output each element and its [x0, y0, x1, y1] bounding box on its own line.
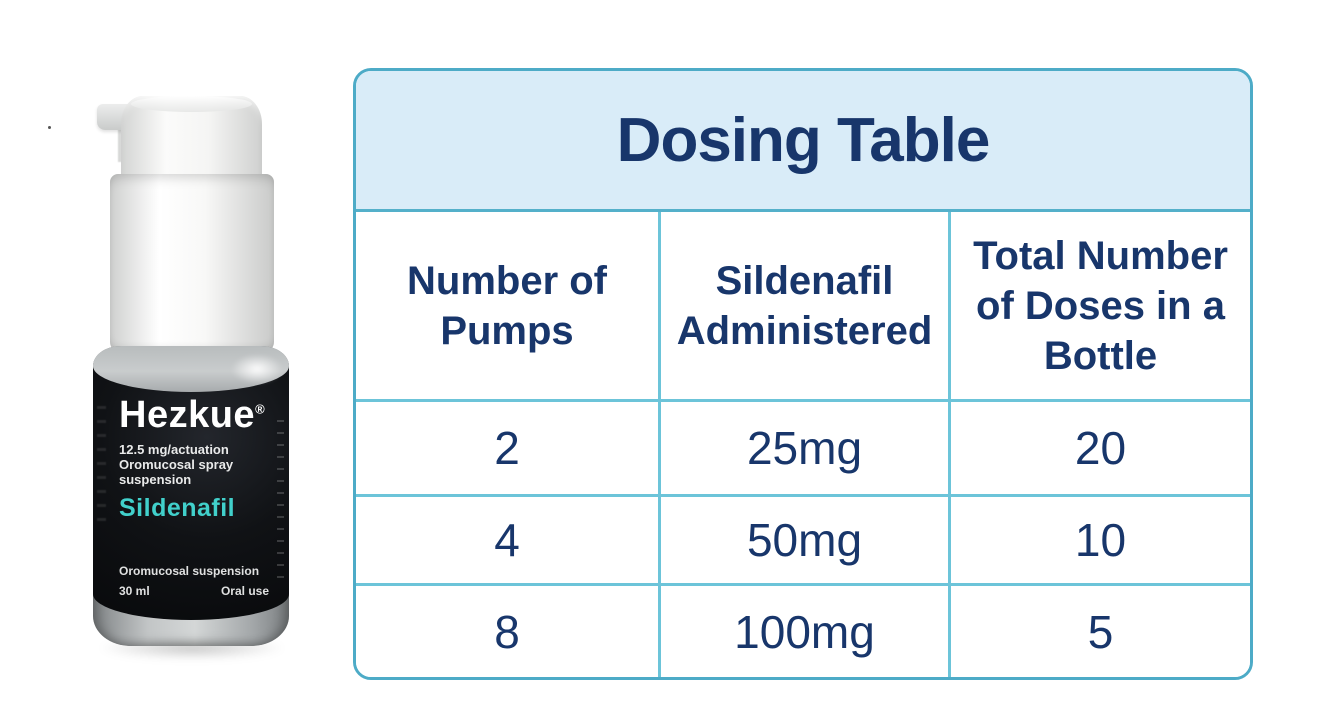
label-side-marks [97, 406, 106, 526]
dosing-table-title: Dosing Table [356, 71, 1250, 212]
cell-row2-total: 10 [948, 494, 1250, 583]
pump-collar [110, 174, 274, 352]
cell-row2-dose: 50mg [658, 494, 948, 583]
route-text: Oral use [220, 584, 269, 598]
pump-head-rim [131, 96, 252, 112]
strength-line-3: suspension [119, 472, 192, 487]
registered-trademark-symbol: ® [255, 401, 266, 417]
drug-name: Sildenafil [119, 494, 236, 522]
strength-line-2: Oromucosal spray [119, 457, 234, 472]
bottle-shadow [98, 636, 286, 660]
dosing-table-grid: Number of Pumps Sildenafil Administered … [356, 212, 1250, 677]
cell-row1-dose: 25mg [658, 399, 948, 494]
label-graduation-ticks [277, 420, 284, 580]
volume-and-route-row: 30 ml Oral use [119, 584, 269, 598]
cell-row1-pumps: 2 [356, 399, 658, 494]
column-header-total-doses: Total Number of Doses in a Bottle [948, 212, 1250, 399]
strength-lines: 12.5 mg/actuation Oromucosal spray suspe… [119, 442, 233, 487]
cell-row3-dose: 100mg [658, 583, 948, 677]
column-header-sildenafil-administered: Sildenafil Administered [658, 212, 948, 399]
bottle-label-text: Hezkue® 12.5 mg/actuation Oromucosal spr… [119, 366, 275, 620]
brand-word: Hezkue [119, 394, 256, 436]
brand-name: Hezkue® [119, 394, 265, 437]
dosing-table-card: Dosing Table Number of Pumps Sildenafil … [353, 68, 1253, 680]
product-bottle-image: Hezkue® 12.5 mg/actuation Oromucosal spr… [0, 0, 340, 716]
cell-row3-total: 5 [948, 583, 1250, 677]
volume-text: 30 ml [119, 584, 150, 598]
strength-line-1: 12.5 mg/actuation [119, 442, 229, 457]
glass-highlight [231, 354, 283, 384]
label-footer-line: Oromucosal suspension [119, 564, 260, 578]
cell-row3-pumps: 8 [356, 583, 658, 677]
cell-row1-total: 20 [948, 399, 1250, 494]
column-header-number-of-pumps: Number of Pumps [356, 212, 658, 399]
bottle-label: Hezkue® 12.5 mg/actuation Oromucosal spr… [93, 366, 289, 620]
cell-row2-pumps: 4 [356, 494, 658, 583]
bottle-body: Hezkue® 12.5 mg/actuation Oromucosal spr… [93, 346, 289, 646]
dust-speck [48, 126, 51, 129]
